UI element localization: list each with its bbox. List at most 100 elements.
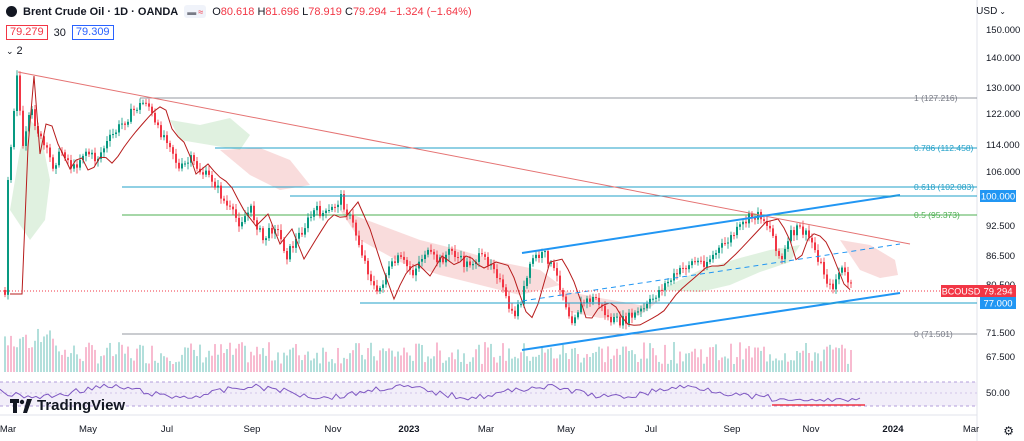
time-axis-tick: Sep (244, 424, 261, 435)
volume-bar (670, 359, 672, 372)
currency-selector[interactable]: USD ⌄ (976, 6, 1006, 17)
volume-bar (820, 361, 822, 372)
volume-bar (727, 358, 729, 372)
tradingview-logo[interactable]: TradingView (10, 397, 125, 414)
sell-price-button[interactable]: 79.279 (6, 25, 48, 40)
volume-bar (685, 353, 687, 372)
volume-bar (43, 336, 45, 372)
candle-body (358, 235, 360, 246)
volume-bar (697, 357, 699, 372)
candle-body (217, 185, 219, 188)
volume-bar (844, 348, 846, 372)
candle-body (142, 102, 144, 104)
volume-bar (637, 362, 639, 372)
spread-value: 30 (53, 26, 66, 39)
time-axis-tick: May (557, 424, 575, 435)
candle-body (46, 145, 48, 148)
candle-body (85, 151, 87, 156)
volume-bar (112, 356, 114, 372)
volume-bar (385, 351, 387, 372)
volume-bar (613, 355, 615, 372)
candle-body (208, 170, 210, 175)
candle-body (850, 282, 852, 284)
volume-bar (718, 360, 720, 372)
candle-body (307, 217, 309, 229)
candle-body (571, 316, 573, 324)
candle-body (673, 273, 675, 281)
volume-bar (58, 351, 60, 372)
candle-body (295, 238, 297, 248)
volume-bar (271, 360, 273, 372)
candle-body (280, 230, 282, 240)
volume-bar (157, 362, 159, 372)
candle-body (334, 206, 336, 208)
volume-bar (88, 342, 90, 372)
volume-bar (211, 355, 213, 372)
volume-bar (721, 357, 723, 372)
volume-bar (397, 351, 399, 372)
volume-bar (823, 349, 825, 372)
volume-bar (223, 353, 225, 372)
volume-bar (4, 336, 6, 372)
gear-icon[interactable]: ⚙ (1003, 424, 1014, 438)
volume-bar (784, 353, 786, 372)
candle-body (805, 230, 807, 235)
candle-body (94, 152, 96, 162)
candle-body (289, 246, 291, 260)
volume-bar (817, 353, 819, 372)
volume-bar (799, 352, 801, 372)
volume-bar (304, 354, 306, 372)
ichimoku-cloud (840, 240, 898, 278)
volume-bar (703, 363, 705, 372)
channel-upper-line[interactable] (521, 194, 901, 254)
bcousd-tag-label-text: BCOUSD (942, 287, 981, 297)
volume-bar (142, 345, 144, 372)
volume-bar (448, 357, 450, 372)
candle-body (562, 290, 564, 297)
volume-bar (172, 363, 174, 372)
volume-bar (496, 362, 498, 372)
candle-body (847, 272, 849, 283)
volume-bar (166, 357, 168, 372)
channel-mid-line[interactable] (521, 243, 901, 302)
volume-bar (814, 352, 816, 372)
volume-bar (472, 357, 474, 372)
candle-body (655, 297, 657, 299)
indicators-toggle[interactable]: ⌄ 2 (6, 45, 23, 57)
buy-price-button[interactable]: 79.309 (71, 25, 114, 40)
volume-bar (742, 359, 744, 372)
candle-body (769, 225, 771, 229)
candle-body (520, 304, 522, 306)
ichimoku-cloud (220, 148, 310, 190)
volume-bar (526, 356, 528, 372)
price-axis-tick: 71.500 (986, 328, 1015, 339)
volume-bar (706, 356, 708, 372)
volume-bar (502, 343, 504, 372)
candle-body (829, 283, 831, 285)
volume-bar (355, 343, 357, 372)
volume-bar (832, 349, 834, 372)
candle-body (727, 242, 729, 244)
candle-body (103, 148, 105, 153)
symbol-title[interactable]: Brent Crude Oil · 1D · OANDA (23, 5, 179, 18)
candle-body (313, 210, 315, 217)
candle-body (247, 212, 249, 217)
candle-body (715, 252, 717, 255)
volume-bar (127, 346, 129, 372)
volume-bar (250, 351, 252, 372)
volume-bar (202, 362, 204, 372)
volume-bar (100, 356, 102, 372)
candle-body (565, 296, 567, 308)
candle-body (703, 260, 705, 267)
volume-bar (586, 354, 588, 372)
candle-body (52, 157, 54, 169)
volume-bar (667, 363, 669, 372)
candle-body (139, 102, 141, 110)
indicators-count: 2 (16, 45, 23, 57)
volume-bar (289, 349, 291, 372)
indicator-toggle[interactable]: ▬ ≈ (184, 5, 207, 18)
candle-body (316, 205, 318, 211)
volume-bar (337, 347, 339, 372)
volume-bar (568, 359, 570, 372)
